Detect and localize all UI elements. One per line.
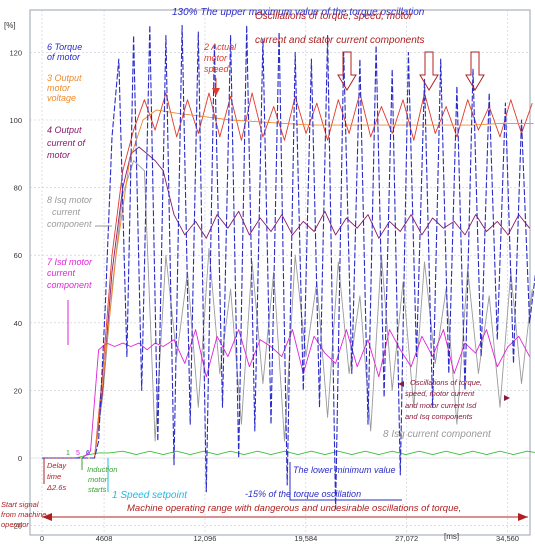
y-tick-label: 120 <box>9 48 22 57</box>
y-tick-label: 100 <box>9 116 22 125</box>
speed-label-arrow-head <box>212 88 220 96</box>
annotation-label: 3 Output <box>47 73 82 83</box>
annotation-label: 130% The upper maximum value of the torq… <box>172 7 425 18</box>
x-tick-label: 27,072 <box>395 534 418 543</box>
annotation-label: speed <box>204 64 230 74</box>
y-tick-label: 40 <box>14 319 22 328</box>
annotation-label: Start signal <box>1 500 39 509</box>
series-line-2 <box>42 92 533 459</box>
annotation-label: component <box>47 219 92 229</box>
series-layer <box>42 24 535 510</box>
annotation-label: 1 Speed setpoint <box>112 490 188 501</box>
trace-marker: 1 <box>66 450 70 457</box>
y-tick-label: 60 <box>14 251 22 260</box>
series-line-5 <box>42 329 530 459</box>
annotation-label: and Isq components <box>405 412 473 421</box>
annotation-label: current and stator current components <box>255 35 425 46</box>
annotation-label: 4 Output <box>47 125 82 135</box>
osc-range-arrow-right <box>518 513 528 521</box>
series-line-1 <box>42 24 535 510</box>
annotation-label: 8 Isq current component <box>383 429 492 440</box>
annotation-label: Δ2.6s <box>46 483 66 492</box>
grid-layer <box>30 10 530 535</box>
down-arrow-3 <box>465 51 485 91</box>
annotation-label: motor <box>47 83 71 93</box>
down-arrow-2 <box>419 51 439 91</box>
osc-right-arrow <box>504 395 510 401</box>
annotation-label: current of <box>47 138 87 148</box>
annotation-label: 2 Actual <box>203 42 237 52</box>
x-tick-label: 4608 <box>96 534 113 543</box>
axis-layer: [%] [ms] -20 0 20 40 60 80 100 120 0 4608 12,096 19… <box>4 21 519 543</box>
y-tick-label: 80 <box>14 184 22 193</box>
annotation-layer <box>42 51 528 521</box>
annotation-label: 8 Isq motor <box>47 195 93 205</box>
annotation-label: of motor <box>47 52 81 62</box>
y-unit-label: [%] <box>4 21 16 30</box>
annotation-label: starts <box>88 485 107 494</box>
osc-left-arrow <box>398 381 404 387</box>
annotation-label: motor <box>47 150 71 160</box>
x-tick-label: 12,096 <box>193 534 216 543</box>
x-unit-label: [ms] <box>444 532 459 541</box>
trace-marker: 6 <box>86 450 90 457</box>
annotation-label: Induction <box>87 465 117 474</box>
series-line-6 <box>42 160 533 459</box>
annotation-label: 6 Torque <box>47 42 82 52</box>
annotation-label: Oscillations of torque, <box>410 378 482 387</box>
annotation-label: 7 Isd motor <box>47 257 93 267</box>
annotation-label: time <box>47 472 61 481</box>
annotation-label: -15% of the torque oscillation <box>245 489 361 499</box>
y-tick-label: 20 <box>14 386 22 395</box>
x-tick-label: 19,584 <box>294 534 317 543</box>
x-tick-label: 0 <box>40 534 44 543</box>
down-arrow-1 <box>337 51 357 91</box>
annotation-label: from machine <box>1 510 46 519</box>
lower-min-bracket <box>289 462 402 501</box>
annotation-label: component <box>47 280 92 290</box>
y-tick-label: -20 <box>11 522 22 531</box>
annotation-label: current <box>47 268 76 278</box>
annotation-label: and motor current Isd <box>405 401 477 410</box>
annotation-label: voltage <box>47 93 76 103</box>
trace-marker: 5 <box>76 450 80 457</box>
series-line-4 <box>42 146 530 459</box>
annotation-label: Oscillations of torque, speed, motor <box>255 11 413 22</box>
series-line-3 <box>42 109 534 459</box>
annotation-label: Machine operating range with dangerous a… <box>127 503 461 514</box>
annotation-label: motor <box>204 53 228 63</box>
annotation-label: current <box>52 207 81 217</box>
annotation-label: operator <box>1 520 29 529</box>
plot-area <box>29 9 531 536</box>
annotation-label: The lower minimum value <box>293 465 396 475</box>
y-tick-label: 0 <box>18 454 22 463</box>
annotation-label: Delay <box>47 461 67 470</box>
series-line-7 <box>42 450 535 459</box>
osc-range-arrow-left <box>42 513 52 521</box>
annotation-label: motor <box>88 475 108 484</box>
annotation-label: speed, motor current <box>405 389 475 398</box>
x-tick-label: 34,560 <box>496 534 519 543</box>
